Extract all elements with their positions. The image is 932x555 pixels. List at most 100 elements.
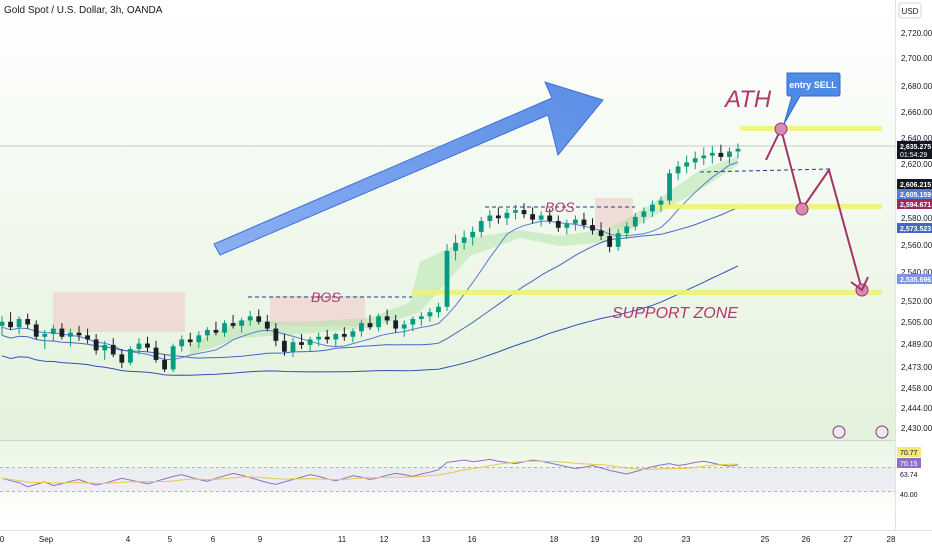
bos-label-2: BOS	[545, 199, 575, 215]
bos-label-1: BOS	[311, 289, 341, 305]
price-label: 2,635.275	[900, 144, 931, 151]
entry-sell-callout[interactable]: entry SELL	[783, 72, 841, 125]
chart-title: Gold Spot / U.S. Dollar, 3h, OANDA	[4, 5, 163, 16]
candle-body	[607, 235, 613, 247]
candle-body	[93, 339, 99, 351]
candle-body	[487, 215, 493, 221]
currency-label: USD	[902, 7, 919, 16]
candle-body	[453, 242, 458, 251]
candle-body	[632, 216, 638, 227]
candle-body	[222, 323, 227, 333]
rsi-signal-line	[1, 460, 739, 484]
entry-sell-text: entry SELL	[789, 80, 837, 90]
time-tick-label: 0	[0, 535, 5, 544]
candle-body	[213, 329, 219, 333]
candle-body	[436, 306, 441, 313]
candle-body	[530, 214, 536, 220]
high-line	[699, 168, 831, 173]
time-tick-label: 23	[682, 535, 691, 544]
candle-body	[110, 344, 116, 355]
candle-body	[513, 210, 518, 213]
candle-body	[367, 323, 373, 328]
candle-body	[727, 151, 732, 157]
candle-body	[145, 343, 150, 348]
supply-zone	[53, 292, 185, 332]
candle-body	[650, 204, 655, 212]
candle-body	[299, 342, 304, 345]
candle-body	[290, 342, 296, 352]
support-level	[412, 290, 882, 295]
time-tick-label: 28	[887, 535, 896, 544]
candle-body	[247, 316, 253, 321]
time-tick-label: 5	[168, 535, 173, 544]
time-tick-label: 19	[591, 535, 600, 544]
price-label: 2,594.671	[900, 202, 931, 209]
candle-body	[581, 219, 587, 226]
ath-label: ATH	[723, 86, 772, 113]
candle-body	[572, 219, 578, 224]
price-label: 2,573.523	[900, 226, 931, 233]
time-tick-label: 27	[844, 535, 853, 544]
currency-button[interactable]	[898, 2, 922, 19]
candle-body	[735, 148, 741, 152]
candle-body	[239, 320, 245, 326]
price-tick-label: 2,520.000	[901, 297, 932, 306]
rsi-value-label: 70.15	[900, 461, 918, 468]
bands-layer	[53, 156, 738, 355]
price-label-bg	[897, 199, 932, 209]
projection-point	[795, 202, 809, 216]
price-tick-label: 2,580.000	[901, 214, 932, 223]
candle-body	[333, 334, 339, 340]
candle-body	[256, 316, 262, 322]
candle-body	[701, 155, 707, 159]
candle-body	[427, 312, 433, 317]
price-tick-label: 2,680.000	[901, 82, 932, 91]
price-tick-label: 2,505.000	[901, 318, 932, 327]
candle-body	[598, 230, 604, 236]
candle-body	[119, 354, 125, 363]
ath-level	[740, 126, 882, 131]
candle-body	[393, 320, 399, 329]
candle-body	[59, 328, 65, 337]
time-tick-label: 11	[338, 535, 347, 544]
candle-body	[709, 152, 715, 156]
candle-body	[521, 210, 527, 215]
price-tick-label: 2,430.000	[901, 424, 932, 433]
price-tick-label: 2,700.000	[901, 54, 932, 63]
rsi-value-bg	[897, 447, 921, 457]
time-tick-label: 13	[422, 535, 431, 544]
candle-body	[495, 215, 501, 219]
price-tick-label: 2,640.000	[901, 134, 932, 143]
candle-body	[341, 334, 347, 337]
candle-body	[179, 339, 185, 347]
candle-body	[444, 250, 450, 307]
candle-body	[418, 316, 424, 320]
time-tick-label: 16	[468, 535, 477, 544]
candle-body	[692, 158, 698, 163]
candle-body	[196, 335, 202, 343]
candle-body	[316, 336, 322, 340]
rsi-pane-bg	[0, 441, 895, 520]
candles-layer	[0, 143, 741, 373]
candle-body	[641, 211, 647, 217]
candle-body	[350, 331, 356, 337]
time-axis[interactable]: 0 Sep 4 5 6 9 11 12 13 16 18 19 20 23 25 26 27 28	[0, 535, 896, 544]
rsi-value-label: 40.00	[900, 492, 918, 499]
us-flag-icon[interactable]	[875, 425, 889, 439]
price-axis[interactable]: 2,720.000 2,700.000 2,680.000 2,660.000 2,64…	[897, 29, 932, 433]
event-flags[interactable]	[832, 425, 889, 439]
candle-body	[68, 332, 73, 337]
ma-mid-line	[1, 207, 739, 359]
candle-body	[127, 349, 133, 363]
price-label: 2,535.696	[900, 277, 931, 284]
us-flag-icon[interactable]	[832, 425, 846, 439]
price-tick-label: 2,444.000	[901, 404, 932, 413]
main-pane-bg	[0, 0, 895, 440]
candle-body	[324, 336, 330, 340]
candle-body	[8, 321, 13, 328]
time-tick-label: Sep	[39, 535, 54, 544]
rsi-value-bg	[897, 458, 921, 468]
moving-averages-layer	[1, 161, 739, 376]
price-tick-label: 2,489.000	[901, 340, 932, 349]
